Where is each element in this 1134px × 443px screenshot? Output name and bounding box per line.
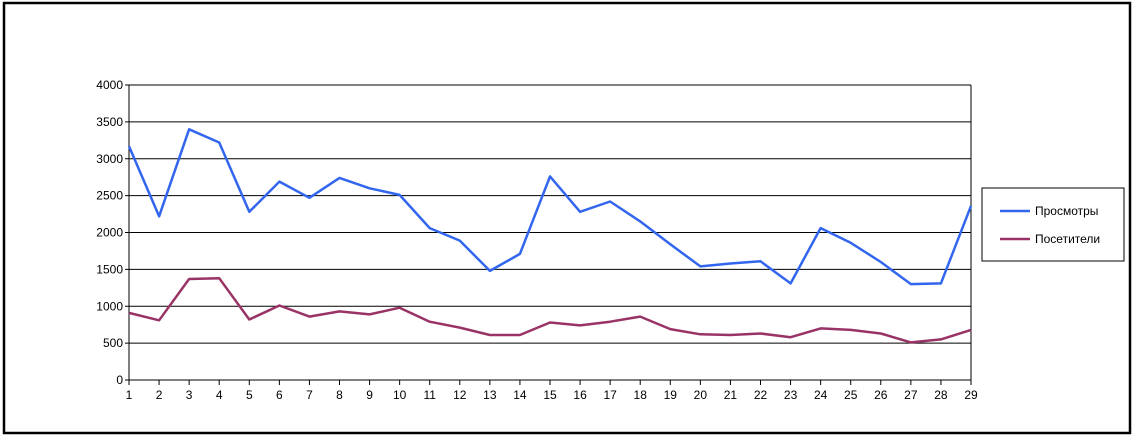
x-tick-label-1: 1	[126, 388, 133, 402]
x-tick-label-19: 19	[664, 388, 678, 402]
x-tick-label-24: 24	[814, 388, 828, 402]
x-tick-label-6: 6	[276, 388, 283, 402]
x-tick-label-23: 23	[784, 388, 798, 402]
x-tick-label-21: 21	[724, 388, 738, 402]
x-tick-label-27: 27	[904, 388, 918, 402]
x-tick-label-17: 17	[603, 388, 617, 402]
x-tick-label-12: 12	[453, 388, 467, 402]
y-tick-label-0: 0	[116, 373, 123, 387]
legend-label-views: Просмотры	[1035, 204, 1098, 218]
x-tick-label-10: 10	[393, 388, 407, 402]
x-tick-label-29: 29	[964, 388, 978, 402]
legend-box	[982, 188, 1124, 261]
y-tick-label-3000: 3000	[96, 152, 123, 166]
x-tick-label-15: 15	[543, 388, 557, 402]
x-tick-label-5: 5	[246, 388, 253, 402]
x-tick-label-25: 25	[844, 388, 858, 402]
x-tick-label-18: 18	[634, 388, 648, 402]
x-tick-label-20: 20	[694, 388, 708, 402]
x-tick-label-16: 16	[573, 388, 587, 402]
x-tick-label-2: 2	[156, 388, 163, 402]
x-tick-label-7: 7	[306, 388, 313, 402]
x-tick-label-22: 22	[754, 388, 768, 402]
x-tick-label-28: 28	[934, 388, 948, 402]
x-tick-label-4: 4	[216, 388, 223, 402]
y-tick-label-500: 500	[103, 336, 123, 350]
y-tick-label-1500: 1500	[96, 262, 123, 276]
y-tick-label-2500: 2500	[96, 189, 123, 203]
y-tick-label-1000: 1000	[96, 299, 123, 313]
x-tick-label-13: 13	[483, 388, 497, 402]
x-tick-label-14: 14	[513, 388, 527, 402]
x-tick-label-11: 11	[423, 388, 436, 402]
x-tick-label-8: 8	[336, 388, 343, 402]
y-tick-label-3500: 3500	[96, 115, 123, 129]
x-tick-label-26: 26	[874, 388, 888, 402]
chart-border	[4, 3, 1130, 433]
legend: Просмотры Посетители	[982, 188, 1124, 261]
x-tick-label-3: 3	[186, 388, 193, 402]
y-tick-label-4000: 4000	[96, 78, 123, 92]
y-tick-label-2000: 2000	[96, 226, 123, 240]
x-tick-label-9: 9	[366, 388, 373, 402]
legend-label-visitors: Посетители	[1035, 232, 1100, 246]
